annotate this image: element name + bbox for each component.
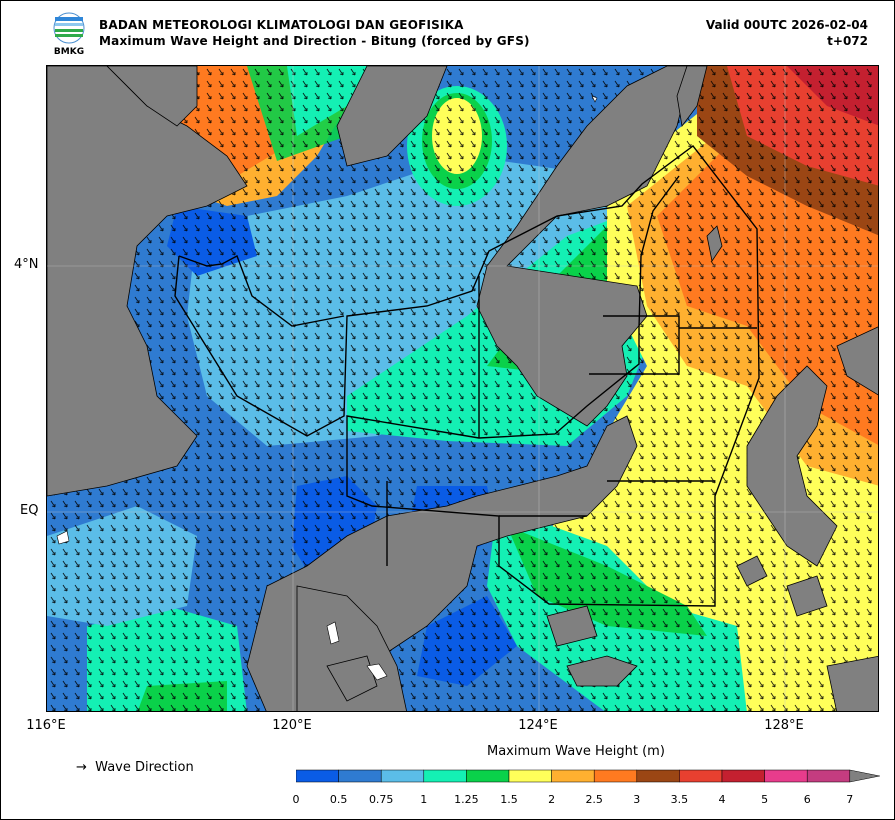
valid-time: Valid 00UTC 2026-02-04 — [705, 18, 868, 32]
colorbar-segment — [466, 769, 510, 783]
agency-title: BADAN METEOROLOGI KLIMATOLOGI DAN GEOFIS… — [99, 18, 464, 32]
lead-time: t+072 — [827, 34, 868, 48]
mindanao-land — [476, 66, 698, 427]
lat-label-eq: EQ — [20, 503, 39, 518]
colorbar-tick-label: 1 — [420, 793, 428, 806]
colorbar-segment — [636, 769, 680, 783]
lon-label-124e: 124°E — [518, 718, 558, 733]
small-islands — [56, 95, 598, 681]
colorbar-svg — [295, 769, 880, 783]
colorbar-tick-label: 0.5 — [329, 793, 348, 806]
arrow-icon: → — [76, 760, 87, 775]
wave-map — [46, 65, 879, 712]
colorbar-tick-label: 1.25 — [454, 793, 479, 806]
colorbar-segment — [721, 769, 765, 783]
colorbar-segment — [338, 769, 382, 783]
lon-label-128e: 128°E — [764, 718, 804, 733]
lon-label-116e: 116°E — [26, 718, 66, 733]
colorbar-segment — [764, 769, 808, 783]
halmahera-land — [746, 365, 838, 567]
colorbar-extend-arrow — [849, 769, 880, 783]
colorbar-title: Maximum Wave Height (m) — [487, 744, 665, 759]
product-title: Maximum Wave Height and Direction - Bitu… — [99, 34, 530, 48]
colorbar-tick-label: 0 — [292, 793, 300, 806]
colorbar-tick-label: 1.5 — [500, 793, 518, 806]
graticule — [47, 66, 878, 711]
colorbar-tick-label: 3.5 — [670, 793, 689, 806]
colorbar-segment — [380, 769, 425, 783]
colorbar-tick-label: 4 — [718, 793, 726, 806]
colorbar-segment — [593, 769, 638, 783]
colorbar-segment — [423, 769, 467, 783]
bmkg-logo: BMKG — [50, 12, 88, 57]
colorbar-segment — [806, 769, 851, 783]
forecast-zone-boundaries — [174, 145, 760, 607]
lat-label-4n: 4°N — [14, 257, 39, 272]
colorbar-segment — [508, 769, 552, 783]
colorbar-tick-label: 2 — [548, 793, 556, 806]
land-masses — [47, 66, 878, 711]
logo-text: BMKG — [54, 47, 84, 56]
colorbar-tick-label: 0.75 — [368, 793, 394, 806]
lon-label-120e: 120°E — [272, 718, 312, 733]
colorbar — [295, 768, 882, 783]
wave-direction-legend: → Wave Direction — [76, 760, 194, 775]
colorbar-tick-label: 5 — [761, 793, 769, 806]
colorbar-tick-label: 6 — [803, 793, 811, 806]
colorbar-segment — [295, 769, 339, 783]
colorbar-tick-label: 3 — [633, 793, 641, 806]
colorbar-segment — [679, 769, 723, 783]
colorbar-tick-label: 7 — [846, 793, 854, 806]
colorbar-segment — [551, 769, 595, 783]
wave-direction-label: Wave Direction — [95, 760, 194, 775]
colorbar-tick-label: 2.5 — [585, 793, 603, 806]
